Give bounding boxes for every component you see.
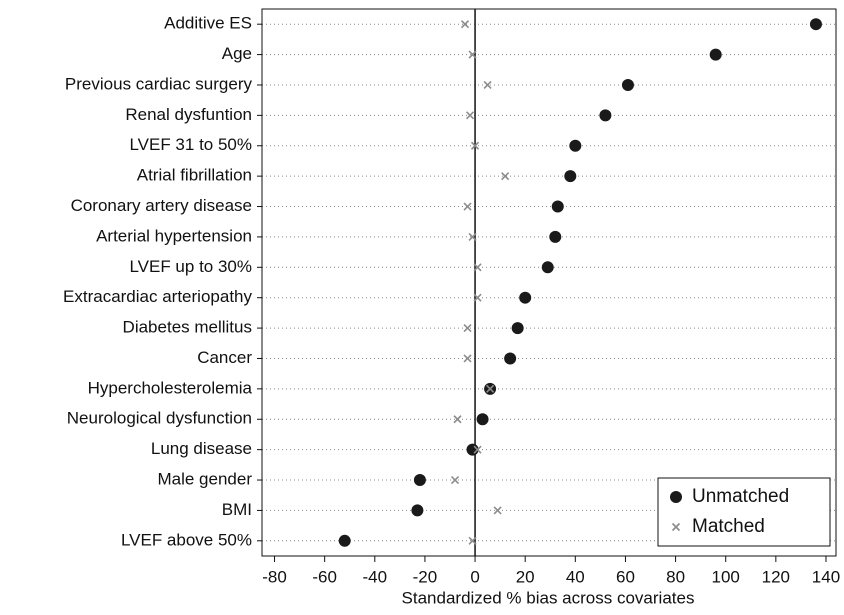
x-tick-label: -40 — [363, 567, 388, 586]
x-tick-label: -80 — [262, 567, 287, 586]
x-tick-label: 140 — [812, 567, 840, 586]
dot — [599, 109, 612, 122]
dot — [541, 261, 554, 274]
dot — [809, 18, 822, 31]
y-tick-label: Extracardiac arteriopathy — [63, 287, 252, 306]
y-tick-label: Cancer — [197, 348, 252, 367]
x-tick-label: 20 — [516, 567, 535, 586]
x-tick-label: 80 — [666, 567, 685, 586]
cross — [450, 475, 460, 485]
cross — [453, 415, 462, 424]
legend-box — [657, 477, 831, 547]
dot — [564, 170, 577, 183]
cross — [463, 324, 472, 333]
y-tick-label: Additive ES — [164, 14, 252, 33]
cross — [468, 232, 477, 241]
dot — [511, 322, 524, 335]
x-axis-label: Standardized % bias across covariates — [402, 588, 695, 607]
cross — [468, 50, 477, 59]
cross — [483, 80, 492, 90]
legend-label: Unmatched — [692, 486, 789, 507]
x-tick-label: 0 — [470, 567, 479, 586]
y-tick-label: Lung disease — [151, 439, 252, 458]
dot — [519, 291, 532, 304]
legend-label: Matched — [692, 516, 765, 537]
cross — [468, 536, 477, 545]
y-tick-label: LVEF above 50% — [121, 530, 252, 549]
dot — [549, 230, 562, 243]
y-tick-label: BMI — [222, 500, 252, 519]
x-tick-label: 40 — [566, 567, 585, 586]
y-tick-label: Atrial fibrillation — [137, 166, 252, 185]
x-tick-label: 100 — [712, 567, 740, 586]
y-tick-label: LVEF 31 to 50% — [129, 135, 252, 154]
y-tick-label: Age — [222, 44, 252, 63]
cross — [463, 354, 472, 363]
cross — [501, 172, 510, 181]
y-tick-label: Renal dysfuntion — [125, 105, 252, 124]
cross — [465, 111, 475, 120]
x-tick-label: -60 — [312, 567, 337, 586]
x-tick-label: -20 — [413, 567, 438, 586]
cross — [473, 293, 482, 302]
cross — [473, 445, 482, 454]
y-tick-label: Hypercholesterolemia — [88, 378, 253, 397]
y-tick-label: Arterial hypertension — [96, 226, 252, 245]
dot — [569, 139, 582, 152]
dot — [413, 474, 426, 487]
x-tick-label: 120 — [762, 567, 790, 586]
y-tick-label: Neurological dysfunction — [67, 409, 252, 428]
dot — [411, 504, 424, 517]
dot — [338, 534, 351, 547]
y-tick-label: Male gender — [157, 470, 252, 489]
cross — [473, 263, 482, 272]
cross — [671, 522, 681, 532]
y-tick-label: LVEF up to 30% — [129, 257, 252, 276]
dot — [621, 78, 634, 91]
dot — [476, 413, 489, 426]
dot — [551, 200, 564, 213]
cross — [463, 202, 472, 211]
dot — [504, 352, 517, 365]
cross — [493, 506, 502, 515]
cross — [486, 384, 495, 393]
cross — [460, 20, 470, 29]
y-tick-label: Coronary artery disease — [71, 196, 252, 215]
x-tick-label: 60 — [616, 567, 635, 586]
cross — [470, 141, 480, 150]
y-tick-label: Diabetes mellitus — [123, 318, 252, 337]
y-tick-label: Previous cardiac surgery — [65, 74, 253, 93]
dot — [670, 491, 682, 503]
plot-frame — [261, 8, 837, 557]
dot — [709, 48, 722, 61]
